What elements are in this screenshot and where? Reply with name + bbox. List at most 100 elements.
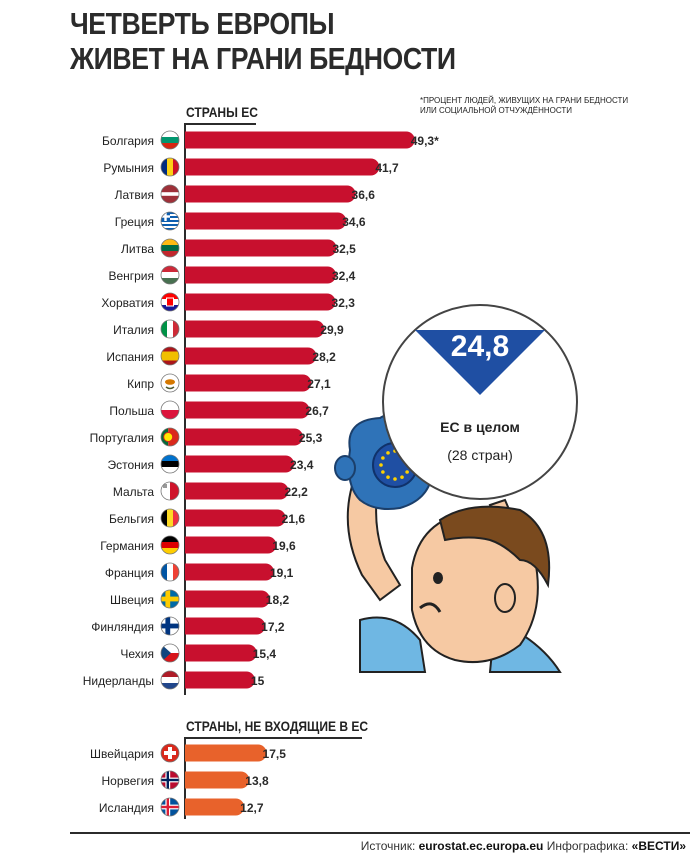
greece-flag xyxy=(160,211,180,231)
bar-row: Финляндия 17,2 xyxy=(91,616,285,636)
category-label: Эстония xyxy=(108,458,155,472)
eu-average-label: ЕС в целом xyxy=(440,419,520,435)
category-label: Финляндия xyxy=(91,620,154,634)
eu-average-circle xyxy=(382,304,578,500)
value-label: 22,2 xyxy=(284,485,308,499)
netherlands-flag xyxy=(160,670,180,690)
value-label: 28,2 xyxy=(312,350,336,364)
eu-average-value: 24,8 xyxy=(451,330,509,363)
category-label: Румыния xyxy=(103,161,154,175)
bar-base xyxy=(185,509,197,527)
bar xyxy=(185,293,336,311)
sweden-flag xyxy=(160,589,180,609)
value-label: 17,5 xyxy=(263,747,287,761)
category-label: Швейцария xyxy=(90,747,154,761)
bar xyxy=(185,401,310,419)
bar xyxy=(185,798,245,816)
bar-row: Бельгия 21,6 xyxy=(109,508,305,528)
bar-base xyxy=(185,212,197,230)
bar-base xyxy=(185,158,197,176)
bar-row: Норвегия 13,8 xyxy=(101,770,269,790)
spain-flag xyxy=(160,346,180,366)
page-title: ЧЕТВЕРТЬ ЕВРОПЫ ЖИВЕТ НА ГРАНИ БЕДНОСТИ xyxy=(70,6,456,76)
portugal-flag xyxy=(160,427,180,447)
bar xyxy=(185,131,415,149)
bar-row: Румыния 41,7 xyxy=(103,157,399,177)
hungary-flag xyxy=(160,265,180,285)
bar-base xyxy=(185,293,197,311)
bar-row: Польша 26,7 xyxy=(109,400,329,420)
value-label: 49,3* xyxy=(411,134,439,148)
lithuania-flag xyxy=(160,238,180,258)
bar-row: Швейцария 17,5 xyxy=(90,743,287,763)
category-label: Германия xyxy=(100,539,154,553)
bar-base xyxy=(185,536,197,554)
bar-base xyxy=(185,131,197,149)
malta-flag xyxy=(160,481,180,501)
value-label: 32,5 xyxy=(332,242,356,256)
category-label: Швеция xyxy=(110,593,154,607)
mouth xyxy=(419,602,442,613)
value-label: 32,4 xyxy=(332,269,356,283)
value-label: 15 xyxy=(251,674,265,688)
bar-row: Греция 34,6 xyxy=(115,211,366,231)
eye xyxy=(433,572,443,584)
footer-divider xyxy=(70,832,690,834)
value-label: 12,7 xyxy=(240,801,264,815)
bar-base xyxy=(185,455,197,473)
bar-row: Германия 19,6 xyxy=(100,535,296,555)
category-label: Нидерланды xyxy=(83,674,154,688)
latvia-flag xyxy=(160,184,180,204)
bar xyxy=(185,671,255,689)
bar xyxy=(185,185,356,203)
bar-base xyxy=(185,401,197,419)
bar xyxy=(185,509,286,527)
value-label: 29,9 xyxy=(320,323,344,337)
category-label: Бельгия xyxy=(109,512,154,526)
category-label: Болгария xyxy=(102,134,154,148)
value-label: 36,6 xyxy=(352,188,376,202)
value-label: 27,1 xyxy=(307,377,331,391)
bar-row: Нидерланды 15 xyxy=(83,670,265,690)
category-label: Латвия xyxy=(115,188,154,202)
bar-base xyxy=(185,482,197,500)
shirt-left xyxy=(359,616,427,673)
bar-row: Чехия 15,4 xyxy=(120,643,276,663)
bar-row: Италия 29,9 xyxy=(113,319,344,339)
left-arm xyxy=(346,484,402,602)
title-line-1: ЧЕТВЕРТЬ ЕВРОПЫ xyxy=(70,6,335,41)
bar-row: Венгрия 32,4 xyxy=(108,265,356,285)
category-label: Италия xyxy=(113,323,154,337)
category-label: Мальта xyxy=(113,485,154,499)
bar xyxy=(185,563,275,581)
bar-row: Португалия 25,3 xyxy=(90,427,323,447)
bar-row: Мальта 22,2 xyxy=(113,481,308,501)
bar-row: Швеция 18,2 xyxy=(110,589,289,609)
bar xyxy=(185,428,303,446)
source-label: Источник: xyxy=(360,839,416,853)
bar xyxy=(185,158,380,176)
bar-base xyxy=(185,671,197,689)
value-label: 25,3 xyxy=(299,431,323,445)
eu-average-triangle xyxy=(415,330,545,395)
bar xyxy=(185,744,267,762)
bar-row: Испания 28,2 xyxy=(106,346,336,366)
bar xyxy=(185,266,336,284)
category-label: Кипр xyxy=(127,377,154,391)
value-label: 19,6 xyxy=(272,539,296,553)
bar-base xyxy=(185,563,197,581)
bar-base xyxy=(185,374,197,392)
footer: Источник: eurostat.ec.europa.eu Инфограф… xyxy=(361,839,686,853)
belgium-flag xyxy=(160,508,180,528)
bar xyxy=(185,771,250,789)
eu-average-sub: (28 стран) xyxy=(447,447,513,463)
bar xyxy=(185,212,347,230)
romania-flag xyxy=(160,157,180,177)
ear xyxy=(494,583,516,613)
croatia-flag xyxy=(160,292,180,312)
footnote: *ПРОЦЕНТ ЛЮДЕЙ, ЖИВУЩИХ НА ГРАНИ БЕДНОСТ… xyxy=(420,96,629,115)
germany-flag xyxy=(160,535,180,555)
category-label: Венгрия xyxy=(108,269,154,283)
section-title-eu: СТРАНЫ ЕС xyxy=(186,104,258,120)
